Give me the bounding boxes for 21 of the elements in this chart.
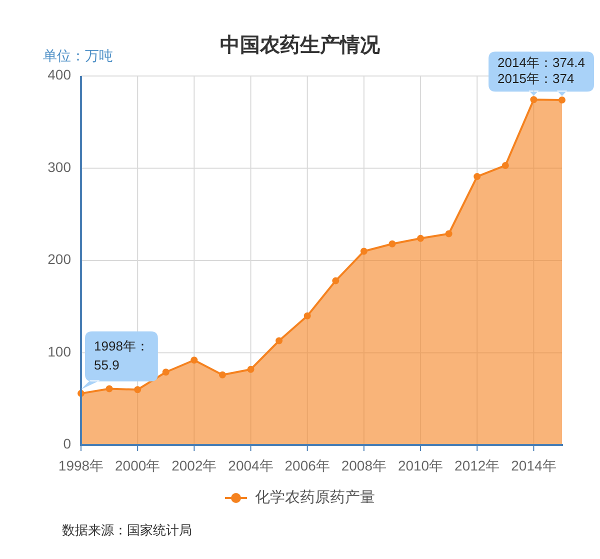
annotation: 2015年：374 <box>498 71 574 86</box>
note: 数据来源：国家统计局 <box>62 522 192 538</box>
xtick-label: 2012年 <box>454 458 500 474</box>
xtick-label: 1998年 <box>58 458 104 474</box>
xtick-label: 2014年 <box>511 458 556 474</box>
xtick-label: 2000年 <box>115 458 160 474</box>
xtick-label: 2010年 <box>398 458 444 474</box>
ytick-label: 300 <box>48 158 71 175</box>
xtick-label: 2002年 <box>172 458 217 474</box>
ytick-label: 400 <box>48 66 71 83</box>
ylabel: 单位：万吨 <box>43 48 113 64</box>
xtick-label: 2004年 <box>228 458 274 474</box>
annotation: 1998年：55.9 <box>94 338 149 372</box>
ytick-label: 200 <box>48 251 71 268</box>
xtick-label: 2006年 <box>284 458 330 474</box>
annotation: 2014年：374.4 <box>498 55 585 70</box>
ytick-label: 0 <box>63 436 71 452</box>
xtick-label: 2008年 <box>341 458 387 474</box>
legend-label: 化学农药原药产量 <box>255 488 375 506</box>
title: 中国农药生产情况 <box>220 34 380 56</box>
ytick-label: 100 <box>48 343 71 360</box>
